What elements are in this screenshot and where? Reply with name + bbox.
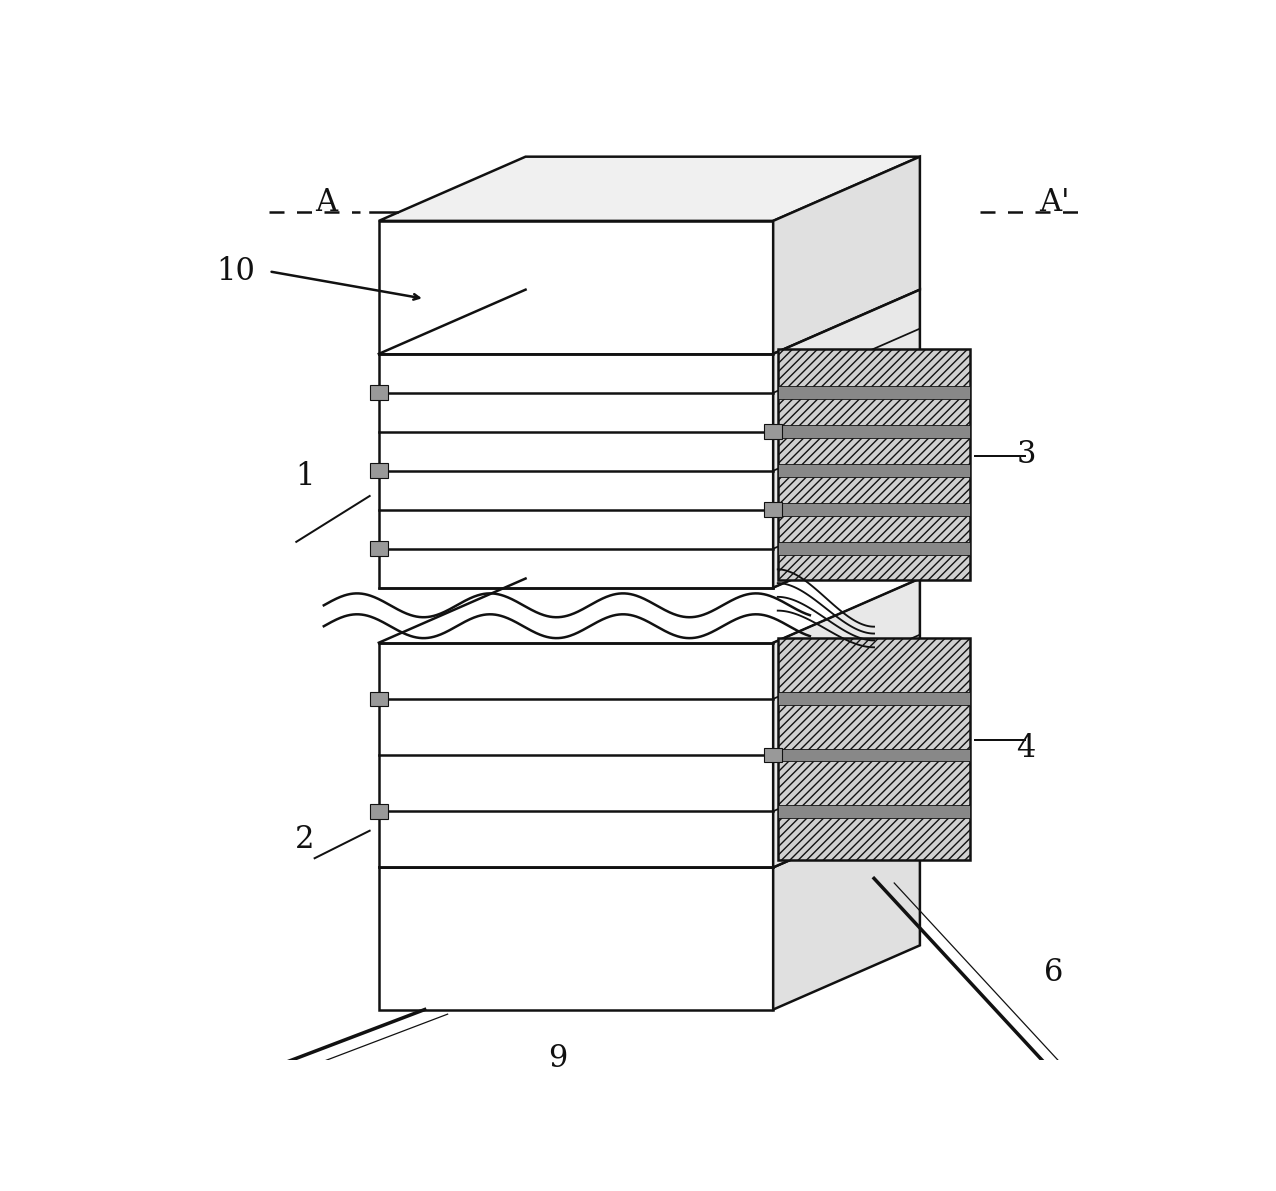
Bar <box>370 386 388 400</box>
Bar <box>764 424 782 439</box>
Bar <box>778 749 970 761</box>
Text: 2: 2 <box>295 824 315 855</box>
Polygon shape <box>773 803 920 1010</box>
Bar <box>778 542 970 555</box>
Bar <box>764 748 782 762</box>
Text: 4: 4 <box>1016 732 1035 763</box>
Bar <box>370 804 388 818</box>
Text: A: A <box>315 187 338 218</box>
Text: A': A' <box>1039 187 1069 218</box>
Polygon shape <box>773 579 920 867</box>
Bar <box>764 503 782 517</box>
Bar <box>778 692 970 705</box>
Text: 1: 1 <box>295 461 315 492</box>
Polygon shape <box>773 289 920 587</box>
Text: 10: 10 <box>216 256 255 287</box>
Bar <box>370 463 388 478</box>
Bar <box>370 692 388 706</box>
Bar <box>778 464 970 478</box>
Text: 9: 9 <box>547 1043 568 1074</box>
Polygon shape <box>778 638 970 860</box>
Polygon shape <box>379 643 773 867</box>
Text: 6: 6 <box>1044 958 1063 989</box>
Bar <box>778 386 970 399</box>
Text: 3: 3 <box>1016 439 1036 470</box>
Polygon shape <box>379 354 773 587</box>
Polygon shape <box>379 867 773 1010</box>
Polygon shape <box>379 157 920 220</box>
Polygon shape <box>379 803 920 867</box>
Bar <box>778 805 970 818</box>
Polygon shape <box>379 220 773 354</box>
Bar <box>778 504 970 516</box>
Bar <box>778 425 970 438</box>
Polygon shape <box>773 157 920 354</box>
Polygon shape <box>778 349 970 580</box>
Bar <box>370 542 388 556</box>
